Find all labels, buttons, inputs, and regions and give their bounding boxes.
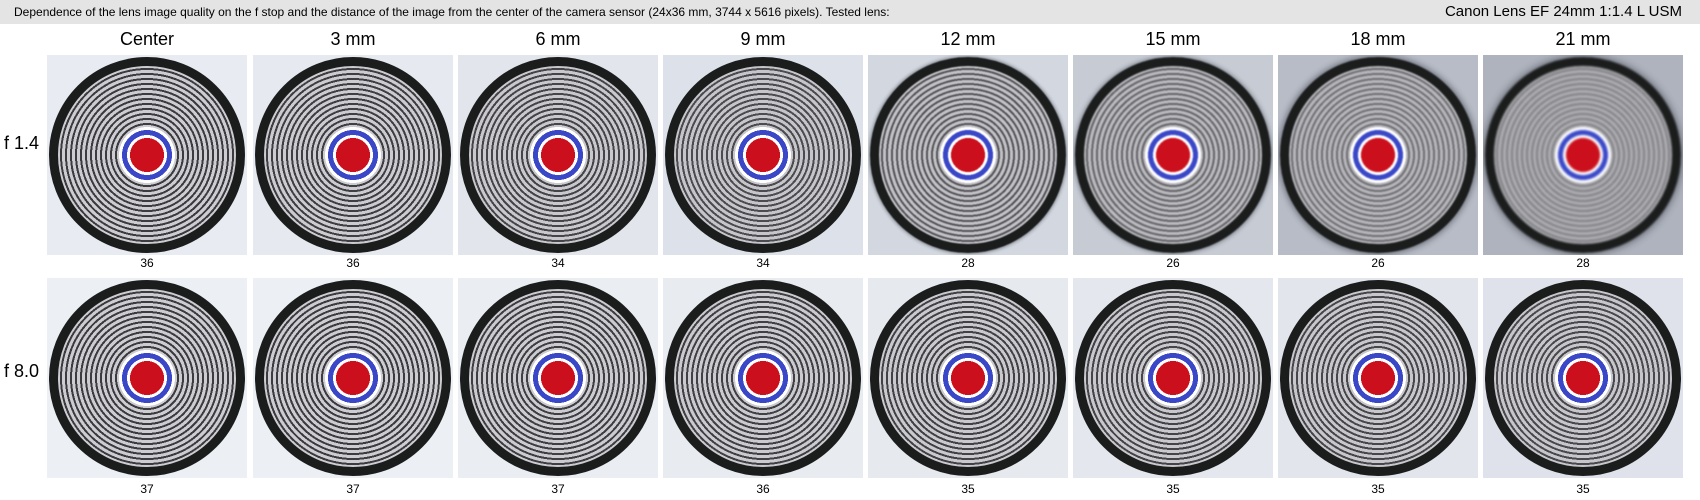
concentric-ring-target (255, 280, 451, 476)
test-target-image (1278, 55, 1478, 255)
concentric-ring-target (1075, 57, 1271, 253)
test-target-image (663, 278, 863, 478)
quality-score: 26 (1166, 256, 1180, 270)
test-target-image (868, 55, 1068, 255)
title-bar: Dependence of the lens image quality on … (0, 0, 1700, 24)
test-target-image (47, 278, 247, 478)
test-target-image (253, 55, 453, 255)
quality-score: 37 (140, 482, 154, 496)
quality-score: 36 (346, 256, 360, 270)
description-text: Dependence of the lens image quality on … (14, 5, 890, 19)
concentric-ring-target (870, 280, 1066, 476)
quality-score: 36 (756, 482, 770, 496)
quality-score: 35 (1576, 482, 1590, 496)
column-header: 9 mm (740, 29, 786, 49)
concentric-ring-target (1485, 57, 1681, 253)
test-target-image (663, 55, 863, 255)
concentric-ring-target (460, 280, 656, 476)
column-header: 12 mm (940, 29, 996, 49)
test-target-image (1073, 55, 1273, 255)
concentric-ring-target (665, 57, 861, 253)
quality-score: 34 (551, 256, 565, 270)
concentric-ring-target (255, 57, 451, 253)
concentric-ring-target (49, 57, 245, 253)
test-target-image (1483, 55, 1683, 255)
concentric-ring-target (870, 57, 1066, 253)
test-target-image (868, 278, 1068, 478)
concentric-ring-target (665, 280, 861, 476)
column-header: 15 mm (1145, 29, 1201, 49)
quality-score: 28 (961, 256, 975, 270)
test-target-image (458, 55, 658, 255)
concentric-ring-target (1075, 280, 1271, 476)
test-target-image (1278, 278, 1478, 478)
row-label: f 8.0 (4, 361, 40, 381)
quality-score: 35 (1371, 482, 1385, 496)
column-header: 3 mm (330, 29, 376, 49)
quality-score: 28 (1576, 256, 1590, 270)
quality-score: 26 (1371, 256, 1385, 270)
concentric-ring-target (460, 57, 656, 253)
concentric-ring-target (49, 280, 245, 476)
column-header: Center (119, 29, 175, 49)
test-target-image (1073, 278, 1273, 478)
column-header: 21 mm (1555, 29, 1611, 49)
column-header: 6 mm (535, 29, 581, 49)
quality-score: 34 (756, 256, 770, 270)
concentric-ring-target (1485, 280, 1681, 476)
quality-score: 35 (1166, 482, 1180, 496)
quality-score: 35 (961, 482, 975, 496)
concentric-ring-target (1280, 57, 1476, 253)
test-target-image (1483, 278, 1683, 478)
quality-score: 37 (346, 482, 360, 496)
column-header: 18 mm (1350, 29, 1406, 49)
quality-score: 37 (551, 482, 565, 496)
test-target-image (47, 55, 247, 255)
quality-score: 36 (140, 256, 154, 270)
lens-name: Canon Lens EF 24mm 1:1.4 L USM (1444, 3, 1682, 20)
test-target-image (253, 278, 453, 478)
row-label: f 1.4 (4, 133, 40, 153)
concentric-ring-target (1280, 280, 1476, 476)
test-target-image (458, 278, 658, 478)
